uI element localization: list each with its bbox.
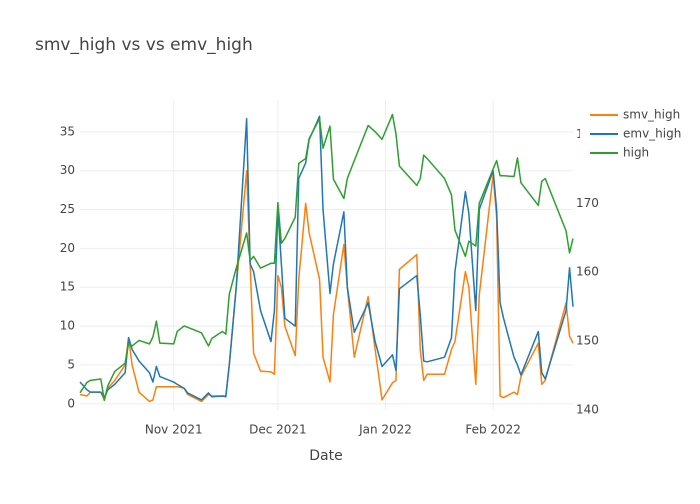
series-line (79, 113, 574, 402)
y2-tick-label: 150 (576, 334, 599, 348)
x-tick-label: Feb 2022 (465, 423, 521, 437)
y2-tick-label: 170 (576, 196, 599, 210)
y-tick-label: 25 (60, 202, 75, 216)
x-tick-label: Dec 2021 (249, 423, 307, 437)
y-tick-label: 10 (60, 319, 75, 333)
y2-tick-label: 140 (576, 403, 599, 417)
legend-label: high (623, 146, 649, 160)
legend-label: smv_high (623, 108, 680, 122)
legend-label: emv_high (623, 127, 681, 141)
y2-tick-label: 160 (576, 265, 599, 279)
series-line (79, 169, 574, 403)
y-tick-label: 30 (60, 163, 75, 177)
y-tick-label: 0 (67, 396, 75, 410)
chart-title: smv_high vs vs emv_high (35, 35, 253, 55)
y-tick-label: 20 (60, 241, 75, 255)
y-tick-label: 15 (60, 280, 75, 294)
y-tick-label: 5 (67, 357, 75, 371)
x-tick-label: Jan 2022 (358, 423, 412, 437)
x-tick-label: Nov 2021 (145, 423, 203, 437)
y-tick-label: 35 (60, 124, 75, 138)
x-axis-title: Date (309, 448, 342, 464)
